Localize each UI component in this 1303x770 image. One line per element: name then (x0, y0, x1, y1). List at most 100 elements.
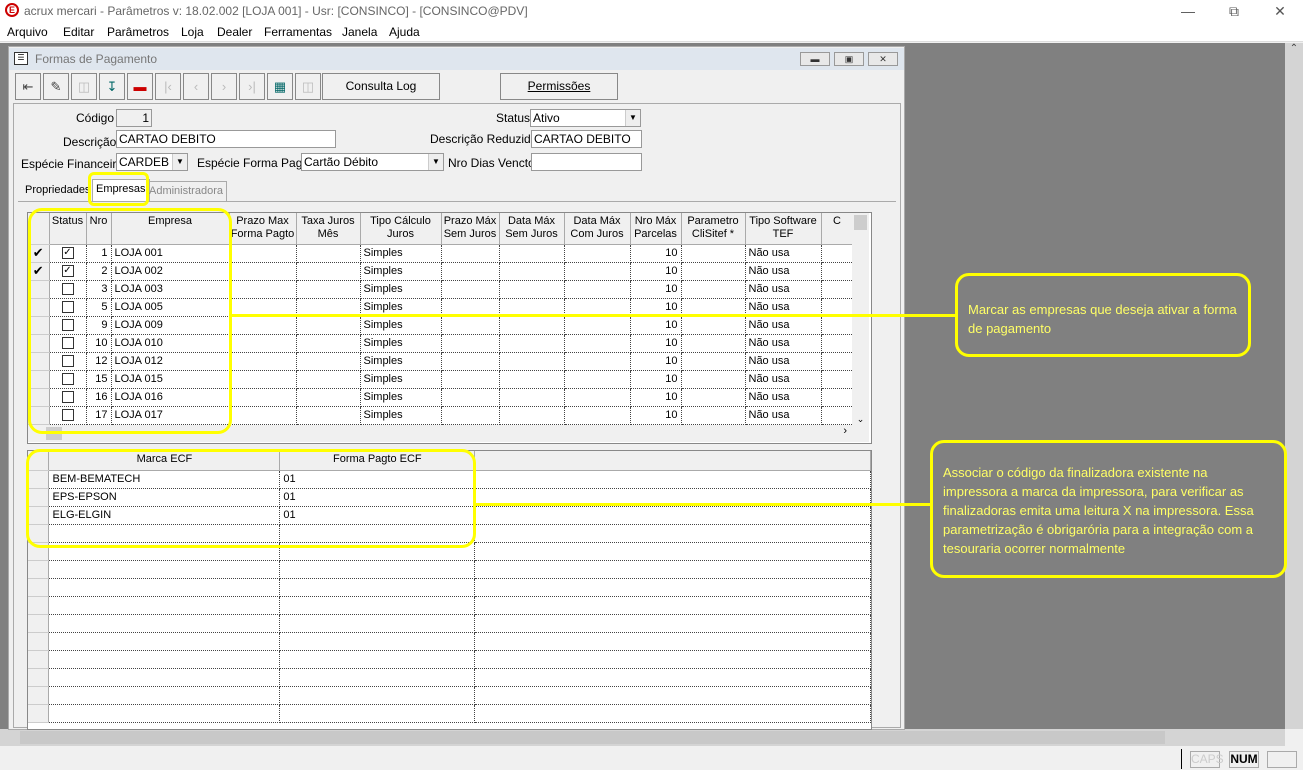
forma-pagto-ecf-cell[interactable]: 01 (279, 470, 476, 489)
clisitef-cell[interactable] (681, 406, 746, 425)
prazo-sem-juros-cell[interactable] (441, 388, 500, 407)
row-indicator[interactable] (28, 488, 50, 507)
parcelas-cell[interactable]: 10 (630, 262, 682, 281)
prazo-sem-juros-cell[interactable] (441, 280, 500, 299)
marca-ecf-cell[interactable] (48, 524, 281, 543)
tab-empresas[interactable]: Empresas (92, 179, 150, 201)
table-row[interactable]: 16 LOJA 016 Simples 10 Não usa (28, 388, 854, 407)
prazo-sem-juros-cell[interactable] (441, 262, 500, 281)
row-indicator[interactable] (28, 406, 50, 425)
scroll-thumb[interactable] (20, 731, 1165, 744)
status-checkbox[interactable] (61, 319, 74, 332)
row-indicator[interactable] (28, 316, 50, 335)
prazo-max-cell[interactable] (229, 334, 297, 353)
forma-pagto-ecf-cell[interactable]: 01 (279, 488, 476, 507)
parcelas-cell[interactable]: 10 (630, 388, 682, 407)
marca-ecf-cell[interactable] (48, 560, 281, 579)
taxa-juros-cell[interactable] (296, 370, 361, 389)
data-com-juros-cell[interactable] (564, 316, 631, 335)
tipo-calculo-cell[interactable]: Simples (360, 244, 442, 263)
permissoes-button[interactable]: Permissões (500, 73, 618, 100)
row-indicator[interactable] (28, 596, 50, 615)
data-com-juros-cell[interactable] (564, 334, 631, 353)
c-cell[interactable] (821, 334, 854, 353)
table-row[interactable]: EPS-EPSON 01 (28, 488, 871, 507)
taxa-juros-cell[interactable] (296, 316, 361, 335)
table-row[interactable] (28, 650, 871, 669)
tab-administradora[interactable]: Administradora (146, 181, 227, 201)
taxa-juros-cell[interactable] (296, 352, 361, 371)
row-indicator[interactable]: ✔ (28, 244, 50, 263)
menu-janela[interactable]: Janela (342, 25, 378, 39)
dropdown-arrow-icon[interactable]: ▼ (172, 154, 187, 170)
forma-pagto-ecf-cell[interactable] (279, 560, 476, 579)
column-header[interactable]: Parametro CliSitef * (681, 213, 746, 245)
clisitef-cell[interactable] (681, 334, 746, 353)
prazo-sem-juros-cell[interactable] (441, 352, 500, 371)
prazo-max-cell[interactable] (229, 316, 297, 335)
row-indicator[interactable]: ✔ (28, 262, 50, 281)
row-indicator[interactable] (28, 506, 50, 525)
data-sem-juros-cell[interactable] (499, 406, 565, 425)
marca-ecf-cell[interactable] (48, 632, 281, 651)
c-cell[interactable] (821, 316, 854, 335)
empresas-vertical-scrollbar[interactable]: ⌄ (852, 213, 869, 425)
tef-cell[interactable]: Não usa (745, 352, 822, 371)
row-indicator[interactable] (28, 632, 50, 651)
table-row[interactable]: 17 LOJA 017 Simples 10 Não usa (28, 406, 854, 425)
status-cell[interactable] (49, 406, 87, 425)
table-row[interactable] (28, 560, 871, 579)
row-indicator[interactable] (28, 686, 50, 705)
last-record-icon[interactable]: ›| (239, 73, 265, 100)
c-cell[interactable] (821, 244, 854, 263)
clisitef-cell[interactable] (681, 370, 746, 389)
delete-icon[interactable]: ▬ (127, 73, 153, 100)
forma-pagto-ecf-cell[interactable] (279, 668, 476, 687)
menu-parametros[interactable]: Parâmetros (107, 25, 170, 39)
c-cell[interactable] (821, 352, 854, 371)
column-header[interactable]: Empresa (111, 213, 230, 245)
table-row[interactable] (28, 578, 871, 597)
tipo-calculo-cell[interactable]: Simples (360, 316, 442, 335)
status-cell[interactable] (49, 370, 87, 389)
row-indicator[interactable] (28, 560, 50, 579)
prazo-max-cell[interactable] (229, 370, 297, 389)
data-sem-juros-cell[interactable] (499, 244, 565, 263)
tab-propriedades[interactable]: Propriedades (25, 184, 91, 196)
tipo-calculo-cell[interactable]: Simples (360, 334, 442, 353)
close-button[interactable]: ✕ (1274, 3, 1286, 19)
table-row[interactable]: ✔ ✓ 2 LOJA 002 Simples 10 Não usa (28, 262, 854, 281)
clisitef-cell[interactable] (681, 280, 746, 299)
prev-record-icon[interactable]: ‹ (183, 73, 209, 100)
table-row[interactable]: 10 LOJA 010 Simples 10 Não usa (28, 334, 854, 353)
tef-cell[interactable]: Não usa (745, 280, 822, 299)
marca-ecf-cell[interactable] (48, 686, 281, 705)
forma-pagto-ecf-cell[interactable] (279, 578, 476, 597)
next-record-icon[interactable]: › (211, 73, 237, 100)
parcelas-cell[interactable]: 10 (630, 406, 682, 425)
tipo-calculo-cell[interactable]: Simples (360, 280, 442, 299)
forma-pagto-ecf-cell[interactable] (279, 614, 476, 633)
forma-pagto-ecf-cell[interactable] (279, 596, 476, 615)
table-row[interactable]: ✔ ✓ 1 LOJA 001 Simples 10 Não usa (28, 244, 854, 263)
status-cell[interactable] (49, 352, 87, 371)
marca-ecf-cell[interactable] (48, 596, 281, 615)
status-checkbox[interactable] (61, 373, 74, 386)
first-record-icon[interactable]: |‹ (155, 73, 181, 100)
forma-pagto-ecf-cell[interactable] (279, 686, 476, 705)
status-cell[interactable]: ✓ (49, 262, 87, 281)
menu-dealer[interactable]: Dealer (217, 25, 253, 39)
taxa-juros-cell[interactable] (296, 262, 361, 281)
marca-ecf-cell[interactable]: BEM-BEMATECH (48, 470, 281, 489)
table-row[interactable]: 15 LOJA 015 Simples 10 Não usa (28, 370, 854, 389)
clisitef-cell[interactable] (681, 244, 746, 263)
parcelas-cell[interactable]: 10 (630, 244, 682, 263)
minimize-button[interactable]: — (1181, 3, 1195, 19)
column-header[interactable]: Data Máx Com Juros (564, 213, 631, 245)
table-row[interactable] (28, 704, 871, 723)
table-row[interactable]: ELG-ELGIN 01 (28, 506, 871, 525)
taxa-juros-cell[interactable] (296, 334, 361, 353)
consulta-log-button[interactable]: Consulta Log (322, 73, 440, 100)
menu-editar[interactable]: Editar (63, 25, 95, 39)
row-indicator[interactable] (28, 370, 50, 389)
